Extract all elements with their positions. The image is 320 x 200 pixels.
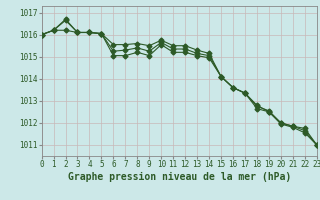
- X-axis label: Graphe pression niveau de la mer (hPa): Graphe pression niveau de la mer (hPa): [68, 172, 291, 182]
